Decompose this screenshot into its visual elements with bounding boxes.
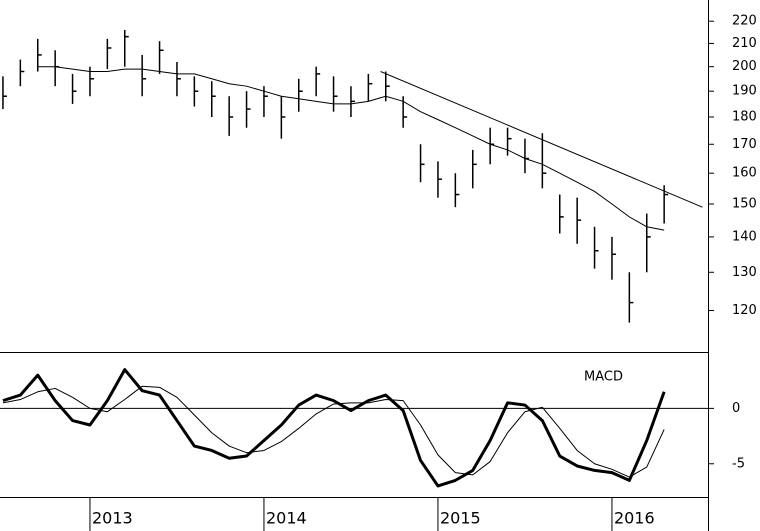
y-tick-label: -5 xyxy=(732,456,745,471)
y-tick-label: 130 xyxy=(732,265,757,280)
y-tick-label: 120 xyxy=(732,303,757,318)
y-tick-label: 200 xyxy=(732,59,757,74)
macd-line xyxy=(2,385,665,478)
x-tick-label: 2016 xyxy=(614,509,655,528)
x-tick-label: 2015 xyxy=(440,509,481,528)
trendline xyxy=(380,71,703,208)
macd-title: MACD xyxy=(584,370,623,385)
y-tick-label: 180 xyxy=(732,109,757,124)
y-tick-label: 0 xyxy=(732,401,740,416)
y-tick-label: 140 xyxy=(732,229,757,244)
y-tick-label: 220 xyxy=(732,14,757,29)
y-tick-label: 210 xyxy=(732,36,757,51)
y-tick-label: 170 xyxy=(732,137,757,152)
x-tick-label: 2013 xyxy=(92,509,133,528)
y-tick-label: 150 xyxy=(732,196,757,211)
x-tick-label: 2014 xyxy=(266,509,307,528)
y-tick-label: 190 xyxy=(732,84,757,99)
moving-average xyxy=(37,66,665,231)
y-tick-label: 160 xyxy=(732,166,757,181)
macd-line xyxy=(2,368,666,488)
